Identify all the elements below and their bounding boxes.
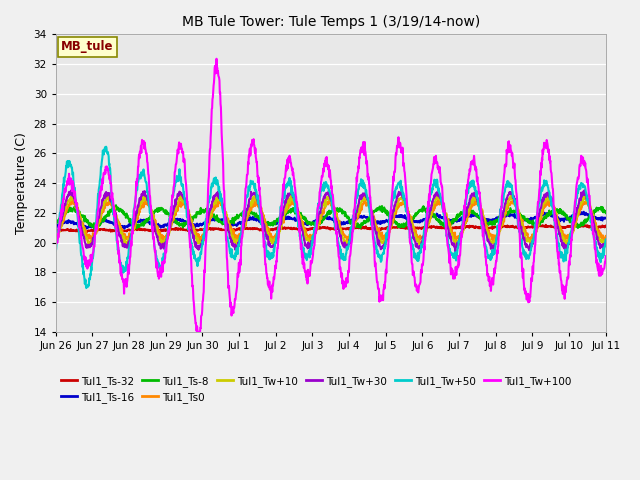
Tul1_Tw+30 [451,249,459,254]
Tul1_Ts0 [307,234,315,240]
Tul1_Ts-32 [602,223,609,228]
Tul1_Ts0 [526,239,534,244]
Tul1_Tw+30 [117,235,125,241]
Tul1_Ts-8 [307,222,315,228]
Tul1_Tw+100 [117,271,125,277]
Tul1_Ts-8 [298,213,305,219]
Tul1_Tw+50 [365,208,373,214]
Tul1_Tw+10 [307,237,315,243]
Tul1_Tw+100 [194,329,202,335]
Tul1_Tw+30 [580,187,588,193]
Tul1_Ts-32 [95,227,102,232]
Tul1_Ts0 [285,200,293,206]
Line: Tul1_Tw+100: Tul1_Tw+100 [56,59,605,332]
Tul1_Ts-8 [90,226,98,232]
Tul1_Ts-8 [286,208,294,214]
Tul1_Ts0 [52,237,60,242]
Tul1_Ts-16 [285,216,293,221]
Tul1_Tw+100 [298,241,305,247]
Tul1_Ts-16 [120,226,128,231]
Tul1_Tw+50 [307,245,315,251]
Tul1_Tw+50 [286,182,294,188]
Tul1_Ts-16 [117,224,125,229]
Tul1_Ts-16 [365,215,373,221]
Tul1_Ts-32 [542,222,550,228]
Tul1_Tw+50 [298,236,305,241]
Tul1_Ts0 [95,220,102,226]
Tul1_Ts0 [117,226,125,232]
Tul1_Ts0 [365,202,373,208]
Tul1_Tw+50 [52,248,60,254]
Tul1_Ts-8 [112,203,120,208]
Tul1_Tw+10 [288,192,296,197]
Tul1_Ts-32 [365,226,373,232]
Tul1_Tw+10 [365,199,373,204]
Tul1_Tw+100 [52,241,60,247]
Tul1_Tw+30 [285,192,293,197]
Tul1_Ts-16 [307,221,315,227]
Tul1_Tw+10 [117,229,125,235]
Tul1_Ts-32 [83,229,90,235]
Tul1_Ts-16 [580,209,588,215]
Tul1_Ts-8 [365,215,373,221]
Tul1_Tw+10 [52,237,60,243]
Line: Tul1_Ts-8: Tul1_Ts-8 [56,205,605,229]
Tul1_Tw+30 [95,215,102,220]
Tul1_Tw+100 [286,155,294,161]
Tul1_Tw+30 [307,246,314,252]
Line: Tul1_Tw+10: Tul1_Tw+10 [56,194,605,247]
Line: Tul1_Tw+30: Tul1_Tw+30 [56,190,605,252]
Tul1_Tw+50 [83,285,90,291]
Tul1_Ts-32 [285,226,293,231]
Tul1_Tw+100 [365,184,373,190]
Legend: Tul1_Ts-32, Tul1_Ts-16, Tul1_Ts-8, Tul1_Ts0, Tul1_Tw+10, Tul1_Tw+30, Tul1_Tw+50,: Tul1_Ts-32, Tul1_Ts-16, Tul1_Ts-8, Tul1_… [61,376,571,403]
Tul1_Tw+100 [307,261,315,266]
Tul1_Ts-16 [602,216,609,221]
Tul1_Ts0 [70,197,77,203]
Tul1_Tw+50 [118,267,125,273]
Tul1_Tw+100 [212,56,220,61]
Tul1_Tw+30 [297,220,305,226]
Title: MB Tule Tower: Tule Temps 1 (3/19/14-now): MB Tule Tower: Tule Temps 1 (3/19/14-now… [182,15,480,29]
Tul1_Ts-16 [52,223,60,228]
Tul1_Ts-8 [95,223,102,228]
Tul1_Tw+50 [602,237,609,242]
Tul1_Ts-16 [95,221,102,227]
Tul1_Tw+30 [602,240,609,245]
Tul1_Tw+30 [52,240,60,246]
Tul1_Ts-8 [52,220,60,226]
Tul1_Ts-8 [118,207,125,213]
Tul1_Tw+10 [95,221,102,227]
Tul1_Tw+10 [602,239,609,244]
Tul1_Tw+100 [602,253,609,259]
Tul1_Ts-32 [52,228,60,234]
Tul1_Tw+50 [102,144,110,150]
Tul1_Ts-16 [297,219,305,225]
Line: Tul1_Ts-32: Tul1_Ts-32 [56,225,605,232]
Tul1_Ts0 [297,214,305,220]
Tul1_Ts-32 [307,226,315,232]
Text: MB_tule: MB_tule [61,40,114,53]
Tul1_Tw+100 [95,205,102,211]
Tul1_Ts0 [602,233,609,239]
Tul1_Tw+10 [452,244,460,250]
Tul1_Ts-32 [117,229,125,235]
Tul1_Tw+30 [365,200,372,206]
Tul1_Ts-8 [602,210,609,216]
Tul1_Tw+50 [95,187,102,192]
Tul1_Tw+10 [297,217,305,223]
Y-axis label: Temperature (C): Temperature (C) [15,132,28,234]
Tul1_Ts-32 [297,227,305,232]
Line: Tul1_Ts-16: Tul1_Ts-16 [56,212,605,228]
Line: Tul1_Ts0: Tul1_Ts0 [56,200,605,241]
Tul1_Tw+10 [285,197,293,203]
Line: Tul1_Tw+50: Tul1_Tw+50 [56,147,605,288]
